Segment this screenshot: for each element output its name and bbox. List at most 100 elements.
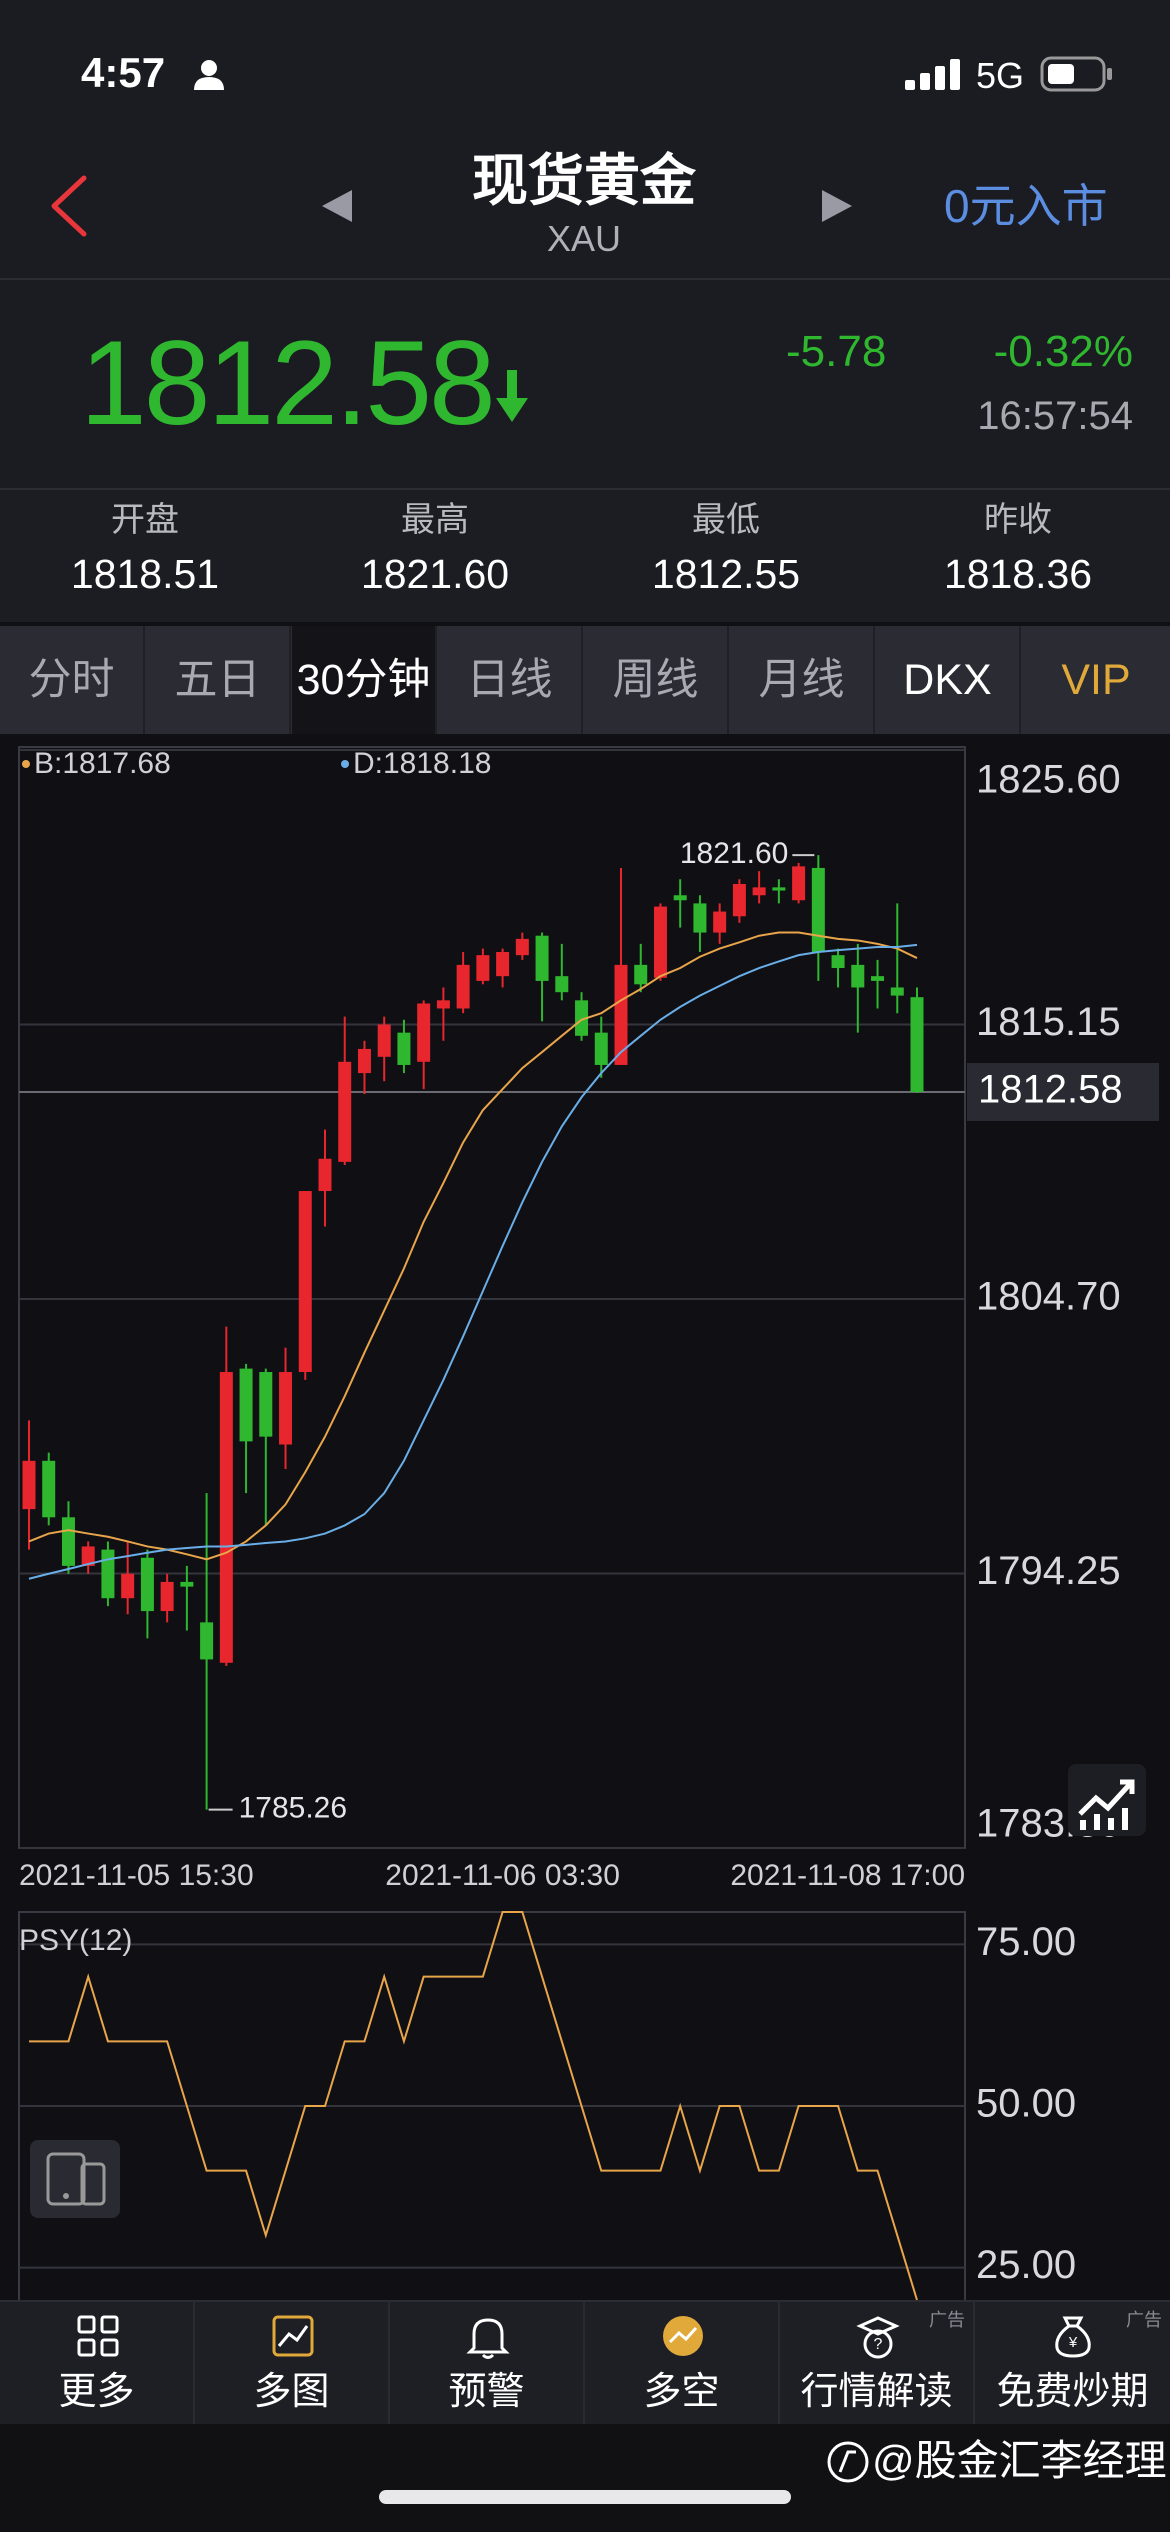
candle-body <box>732 883 746 917</box>
nav-icon <box>77 2315 119 2357</box>
candle-body <box>555 976 569 993</box>
legend-marker <box>341 760 349 768</box>
svg-text:?: ? <box>874 2336 883 2353</box>
y-tick-label: 1794.25 <box>976 1549 1121 1593</box>
tab[interactable]: 周线 <box>584 626 729 734</box>
candle-body <box>377 1024 391 1057</box>
nav-item[interactable]: 更多 <box>0 2300 195 2424</box>
candle-body <box>871 976 885 981</box>
candle-body <box>417 1003 431 1062</box>
tab[interactable]: VIP <box>1061 656 1131 704</box>
stats-background <box>0 490 1170 622</box>
ad-tag: 广告 <box>929 2310 965 2330</box>
stat-value: 1821.60 <box>360 551 510 597</box>
nav-label: 预警 <box>448 2371 525 2413</box>
chart: 1783.801794.251804.701815.151825.601812.… <box>18 746 1159 2300</box>
svg-text:¥: ¥ <box>1068 2334 1078 2351</box>
candle-body <box>338 1061 352 1162</box>
tab[interactable]: 月线 <box>730 626 875 734</box>
divider <box>0 278 1170 280</box>
stat-label: 最低 <box>692 501 760 539</box>
watermark-logo <box>827 2441 869 2483</box>
back-button[interactable] <box>44 174 96 238</box>
candle-body <box>653 906 667 978</box>
candle-body <box>298 1191 312 1373</box>
status-time: 4:57 <box>81 49 166 96</box>
tab[interactable]: 五日 <box>146 626 291 734</box>
y-tick-label: 1804.70 <box>976 1275 1121 1319</box>
last-price-box <box>967 1063 1159 1122</box>
candle-body <box>496 952 510 977</box>
change: -5.78 <box>786 327 887 376</box>
nav-item[interactable]: 多空 <box>585 2300 780 2424</box>
nav-label: 行情解读 <box>800 2371 953 2413</box>
candle-body <box>890 987 904 996</box>
prev-button[interactable] <box>320 188 354 224</box>
stat: 最高 1821.60 <box>290 500 580 602</box>
chart-tool-icon[interactable] <box>1068 1764 1146 1836</box>
nav-item[interactable]: 预警 <box>390 2300 585 2424</box>
candle-body <box>160 1581 174 1612</box>
tab[interactable]: DKX <box>876 626 1021 734</box>
bottom-background <box>0 2424 1170 2532</box>
x-tick-label: 2021-11-05 15:30 <box>19 1859 254 1892</box>
candle-body <box>693 903 707 933</box>
candle-body <box>22 1460 36 1510</box>
candle-body <box>279 1372 293 1445</box>
y-tick-label: 25.00 <box>976 2243 1076 2287</box>
stat-label: 昨收 <box>984 501 1052 539</box>
candle-body <box>515 938 529 956</box>
low-annotation: 1785.26 <box>239 1792 347 1825</box>
nav-icon <box>466 2318 510 2359</box>
candle-body <box>772 887 786 891</box>
tab[interactable]: 分时 <box>0 626 145 734</box>
ma-line <box>28 943 918 1580</box>
candle-body <box>634 964 648 985</box>
subtitle: XAU <box>546 218 622 259</box>
candle-body <box>180 1581 194 1587</box>
candle-body <box>456 964 470 1009</box>
nav-item[interactable]: ¥ 免费炒期 广告 <box>975 2300 1170 2424</box>
person-icon <box>194 60 224 90</box>
last-price-label: 1812.58 <box>978 1068 1123 1112</box>
y-tick-label: 1825.60 <box>976 758 1121 802</box>
stat-value: 1818.51 <box>70 551 220 597</box>
candle-body <box>121 1573 135 1599</box>
candle-body <box>397 1032 411 1065</box>
y-tick-label: 50.00 <box>976 2082 1076 2126</box>
nav-icon <box>663 2316 703 2356</box>
action-button[interactable]: 0元入市 <box>944 180 1108 232</box>
stat-label: 开盘 <box>111 501 179 539</box>
home-indicator <box>379 2490 791 2504</box>
candle-body <box>318 1158 332 1192</box>
next-button[interactable] <box>820 188 854 224</box>
divider <box>0 488 1170 490</box>
ma-line <box>28 931 918 1561</box>
nav-item[interactable]: ? 行情解读 广告 <box>780 2300 975 2424</box>
candle-body <box>575 1000 589 1036</box>
nav-label: 免费炒期 <box>996 2371 1149 2413</box>
candle-body <box>535 935 549 981</box>
candle-body <box>239 1368 253 1442</box>
stat: 最低 1812.55 <box>581 500 871 602</box>
panel-title: PSY(12) <box>19 1924 132 1957</box>
candle-body <box>101 1549 115 1599</box>
ad-tag: 广告 <box>1126 2310 1162 2330</box>
nav-item[interactable]: 多图 <box>195 2300 390 2424</box>
down-arrow <box>496 370 528 422</box>
tab[interactable]: 30分钟 <box>292 626 437 734</box>
candle-body <box>81 1546 95 1566</box>
stat: 开盘 1818.51 <box>0 500 290 602</box>
candle-body <box>436 1000 450 1009</box>
panel-toggle-icon[interactable] <box>30 2140 120 2218</box>
nav-label: 多空 <box>643 2371 720 2413</box>
watermark: @股金汇李经理 <box>872 2437 1167 2484</box>
stat-value: 1818.36 <box>943 551 1093 597</box>
legend-marker <box>22 760 30 768</box>
nav-background <box>0 2300 1170 2426</box>
last-price: 1812.58 <box>80 316 496 450</box>
candle-body <box>219 1372 233 1663</box>
candle-body <box>673 895 687 901</box>
tab[interactable]: 日线 <box>438 626 583 734</box>
candle-body <box>259 1372 273 1437</box>
